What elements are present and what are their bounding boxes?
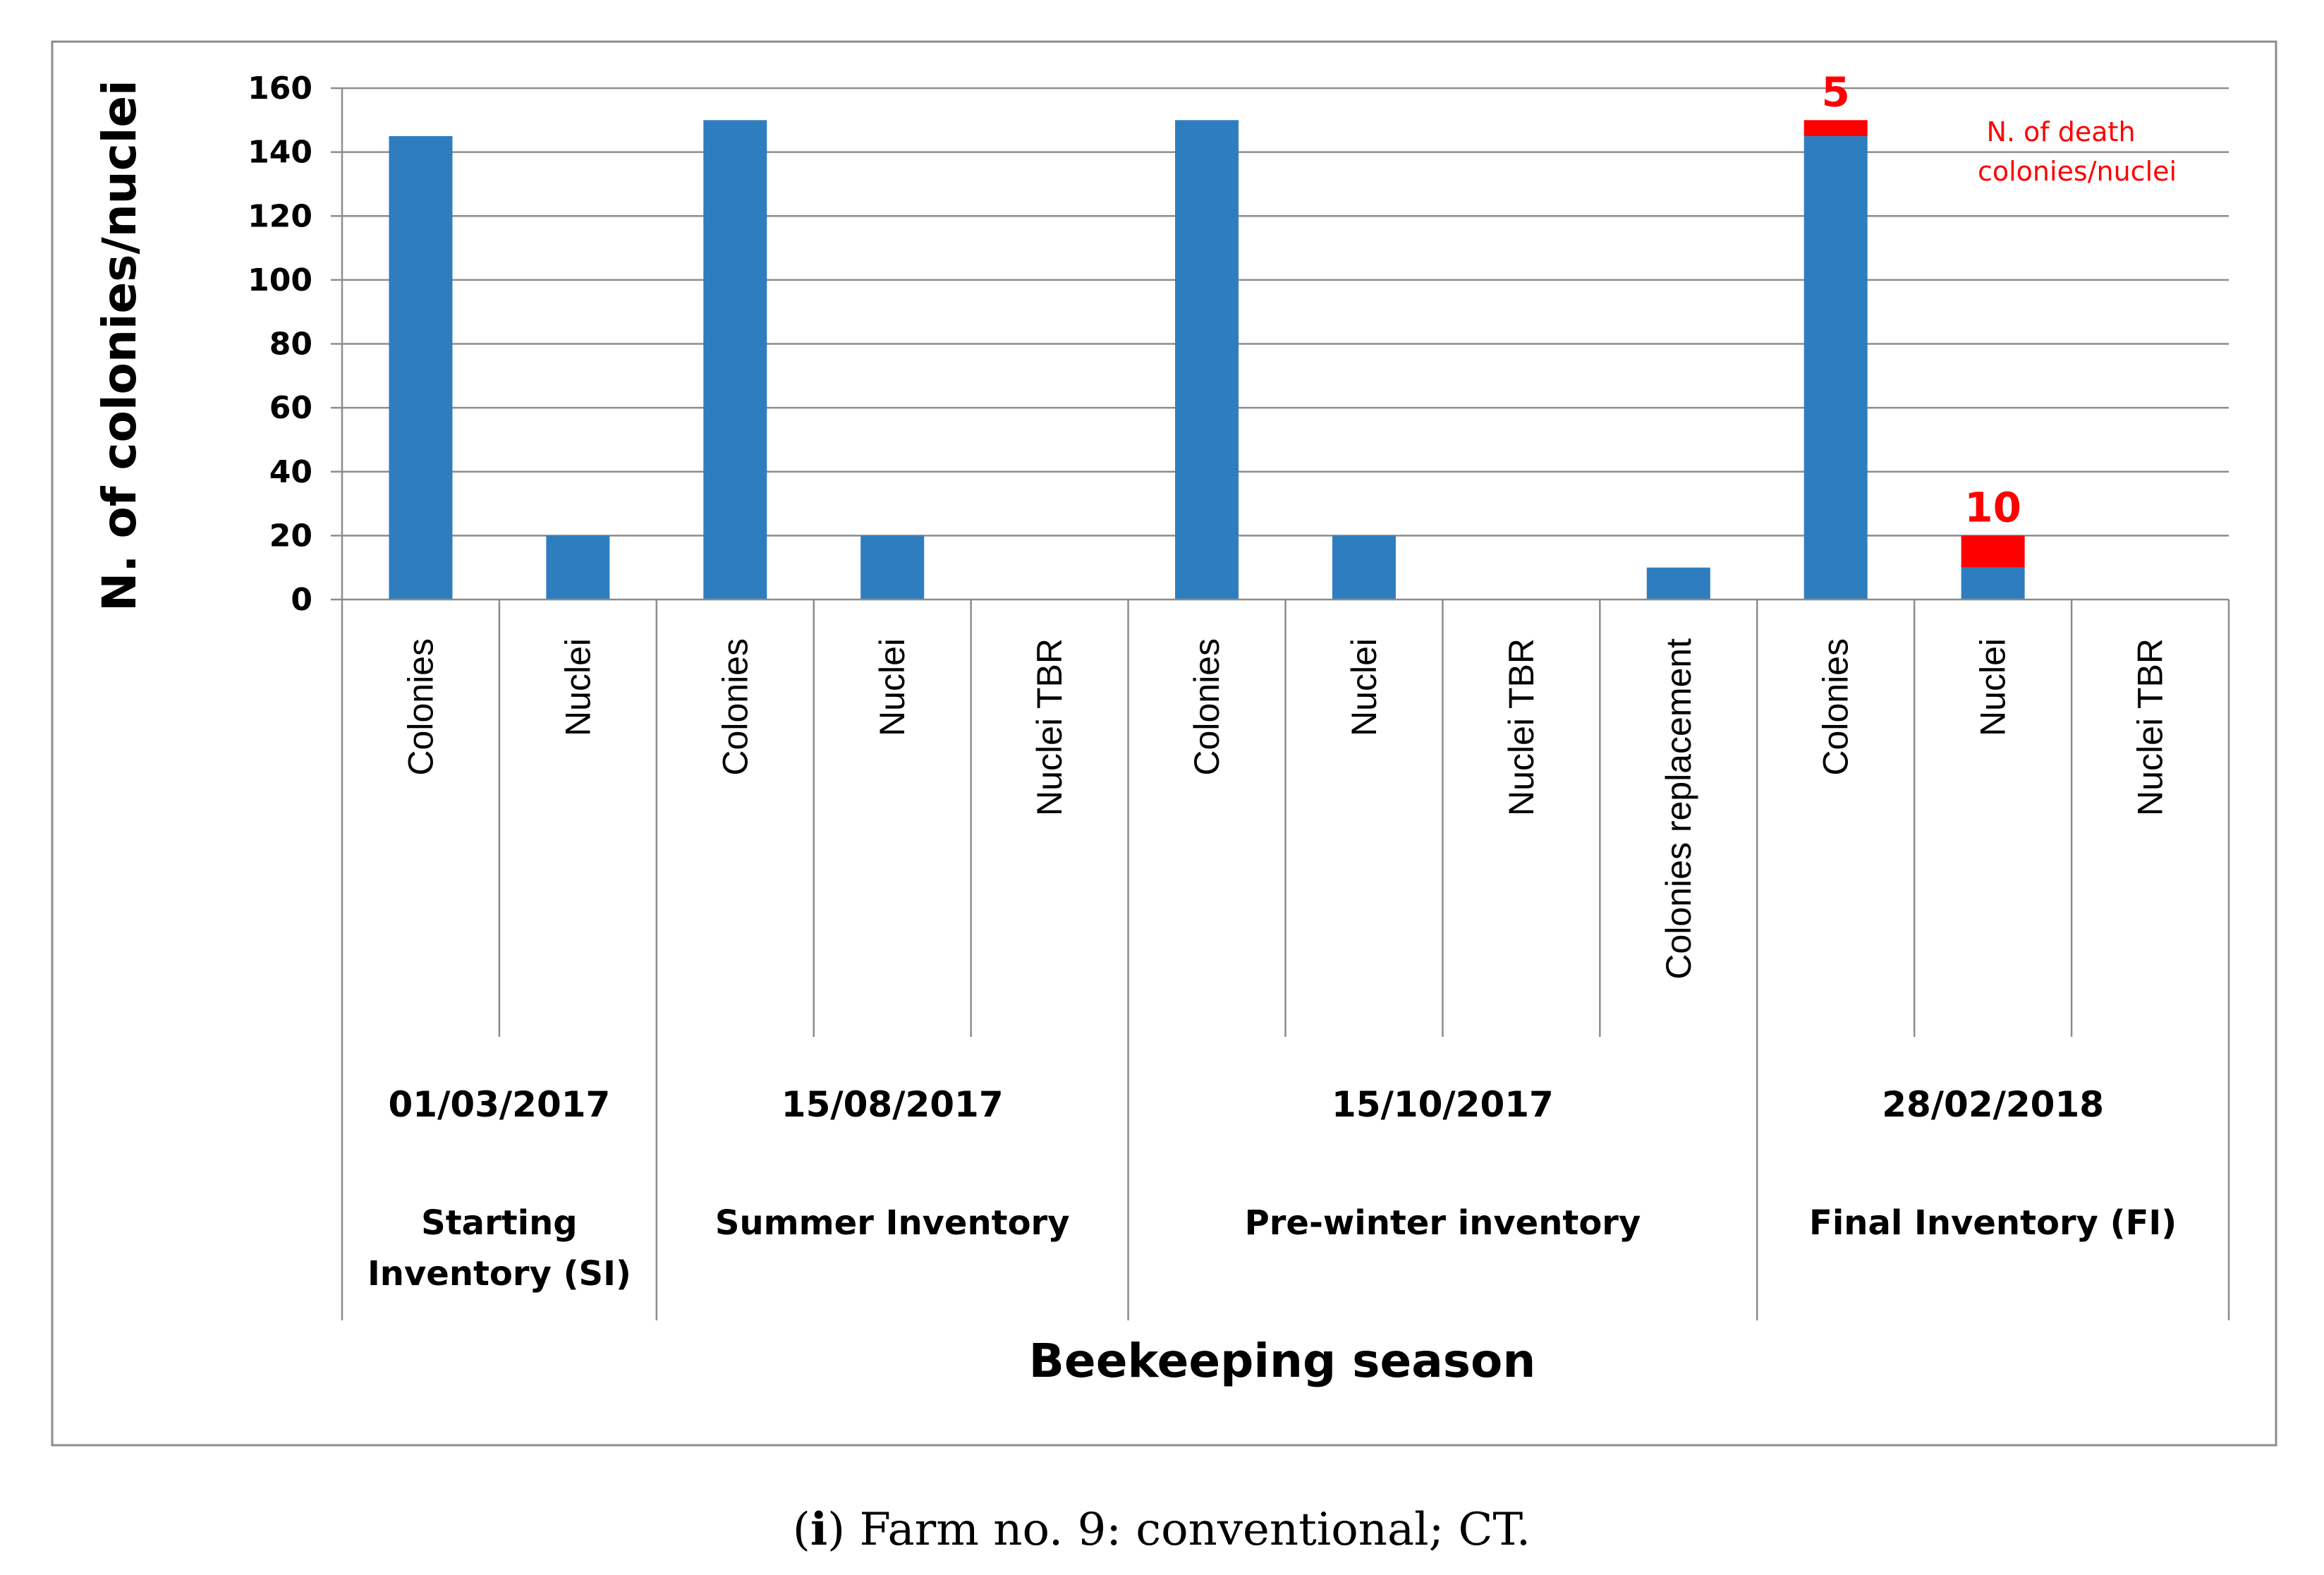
category-label: Nuclei [1344,638,1384,736]
caption-open: ( [793,1504,810,1556]
bar [389,135,453,600]
category-label: Nuclei [872,638,912,736]
y-tick-label: 40 [269,454,312,490]
category-label: Nuclei TBR [2131,638,2170,816]
category-label: Colonies [1816,638,1856,776]
group-label: Pre-winter inventory [1245,1203,1641,1243]
y-tick-label: 140 [248,135,312,171]
category-label: Colonies [715,638,755,776]
y-tick-labels: 0 20 40 60 80 100 120 140 160 [248,71,312,618]
bar [1646,567,1710,600]
group-date-label: 15/10/2017 [1332,1084,1554,1125]
group-labels: 01/03/2017 Starting Inventory (SI) 15/08/20… [367,1084,2177,1294]
axes [331,87,2230,1320]
category-label: Nuclei [558,638,597,736]
caption-bold: i [810,1503,827,1556]
category-label: Colonies [401,638,440,776]
y-tick-label: 20 [269,518,312,554]
annotation-line-1: N. of death [1986,116,2135,147]
category-label: Colonies [1187,638,1227,776]
grid-lines [342,87,2229,537]
bar-death [1961,535,2025,568]
data-label: 5 [1822,68,1850,116]
bar [703,120,767,600]
bar [546,535,610,600]
y-tick-label: 0 [291,582,312,618]
group-label: Summer Inventory [715,1203,1070,1243]
group-label: Starting [421,1203,578,1243]
group-date-label: 28/02/2018 [1882,1084,2104,1125]
y-axis-title: N. of colonies/nuclei [92,80,147,612]
group-label: Final Inventory (FI) [1809,1203,2177,1243]
bars [389,120,2025,600]
caption-rest: ) Farm no. 9: conventional; CT. [827,1504,1531,1556]
category-label: Nuclei TBR [1030,638,1069,816]
group-date-label: 15/08/2017 [781,1084,1004,1125]
y-tick-label: 60 [269,390,312,426]
data-label: 10 [1964,483,2021,531]
data-labels: 5 10 [1822,68,2021,531]
bar [1803,135,1868,600]
y-tick-label: 160 [248,71,312,107]
bar [1175,120,1239,600]
bar [1961,567,2025,600]
bar [860,535,925,600]
group-label: Inventory (SI) [367,1254,631,1294]
group-date-label: 01/03/2017 [388,1084,610,1125]
category-label: Colonies replacement [1659,638,1698,980]
y-tick-label: 80 [269,327,312,363]
y-tick-label: 120 [248,198,312,234]
category-labels: Colonies Nuclei Colonies Nuclei Nuclei TBR Co… [401,638,2170,980]
y-tick-label: 100 [248,262,312,298]
figure-caption: (i) Farm no. 9: conventional; CT. [793,1503,1531,1556]
annotation-line-2: colonies/nuclei [1978,156,2177,187]
category-label: Nuclei [1973,638,2013,736]
category-label: Nuclei TBR [1502,638,1541,816]
bar-death [1803,120,1868,136]
bar [1332,535,1396,600]
x-axis-title: Beekeeping season [1029,1334,1536,1388]
